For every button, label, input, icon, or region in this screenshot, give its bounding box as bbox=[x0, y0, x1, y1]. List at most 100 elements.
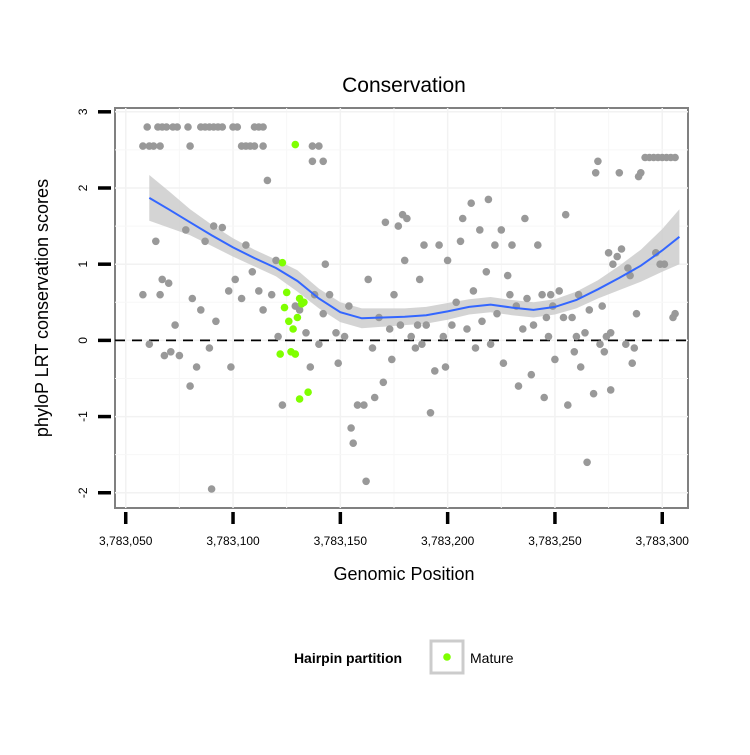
data-point bbox=[152, 237, 160, 246]
x-tick-label: 3,783,150 bbox=[314, 534, 368, 548]
data-point bbox=[334, 359, 343, 368]
data-point bbox=[325, 290, 334, 299]
y-tick-label: 1 bbox=[76, 261, 90, 268]
data-point bbox=[630, 344, 639, 352]
data-point bbox=[572, 332, 581, 341]
data-point bbox=[624, 264, 632, 272]
y-tick-label: 0 bbox=[76, 337, 90, 344]
data-point bbox=[332, 329, 340, 337]
data-point bbox=[403, 214, 411, 223]
data-point bbox=[250, 142, 259, 150]
data-point bbox=[426, 409, 435, 417]
data-point bbox=[422, 321, 431, 329]
data-point bbox=[184, 123, 192, 131]
data-point bbox=[242, 241, 250, 249]
data-point bbox=[186, 382, 194, 390]
data-point bbox=[503, 271, 512, 280]
data-point bbox=[381, 218, 390, 227]
mature-point bbox=[291, 350, 300, 358]
data-point bbox=[493, 309, 501, 318]
data-point bbox=[497, 226, 506, 234]
data-point bbox=[201, 237, 209, 246]
data-point bbox=[540, 393, 548, 402]
data-point bbox=[259, 123, 267, 131]
mature-point bbox=[280, 303, 289, 312]
data-point bbox=[209, 222, 218, 230]
data-point bbox=[506, 290, 514, 299]
data-point bbox=[149, 142, 158, 150]
data-point bbox=[508, 241, 516, 249]
data-point bbox=[308, 157, 317, 166]
data-point bbox=[295, 306, 304, 314]
y-axis-label: phyloP LRT conservation scores bbox=[32, 179, 52, 437]
mature-point bbox=[276, 350, 285, 358]
data-point bbox=[362, 477, 370, 486]
data-point bbox=[671, 309, 679, 318]
data-point bbox=[602, 332, 611, 341]
data-point bbox=[544, 332, 553, 341]
data-point bbox=[632, 309, 641, 318]
data-point bbox=[637, 169, 645, 177]
data-point bbox=[615, 169, 624, 177]
data-point bbox=[415, 275, 424, 284]
data-point bbox=[519, 325, 527, 333]
data-point bbox=[385, 325, 394, 333]
mature-point bbox=[282, 288, 291, 297]
mature-point bbox=[295, 395, 304, 403]
x-tick-label: 3,783,200 bbox=[421, 534, 475, 548]
data-point bbox=[186, 142, 194, 150]
data-point bbox=[308, 142, 317, 150]
data-point bbox=[617, 245, 626, 253]
data-point bbox=[420, 241, 428, 249]
loess-curve bbox=[148, 197, 681, 320]
data-point bbox=[628, 359, 636, 368]
data-point bbox=[478, 317, 486, 326]
data-point bbox=[538, 290, 546, 299]
data-point bbox=[218, 223, 227, 232]
data-point bbox=[158, 275, 166, 284]
data-point bbox=[570, 348, 579, 356]
data-point bbox=[160, 351, 169, 360]
data-point bbox=[527, 370, 536, 379]
data-point bbox=[156, 142, 164, 150]
data-point bbox=[167, 348, 175, 356]
data-point bbox=[388, 355, 396, 364]
data-point bbox=[231, 275, 239, 284]
data-point bbox=[452, 298, 461, 307]
data-point bbox=[574, 290, 583, 299]
smooth-line bbox=[148, 197, 681, 320]
axes: 3,783,050 3,783,100 3,783,150 3,783,200 3,78… bbox=[76, 108, 689, 548]
data-point bbox=[484, 195, 493, 204]
confidence-band bbox=[149, 175, 680, 329]
data-point bbox=[248, 268, 257, 276]
mature-point bbox=[285, 317, 293, 326]
x-tick-label: 3,783,100 bbox=[206, 534, 260, 548]
data-point bbox=[476, 226, 484, 234]
data-point bbox=[353, 401, 362, 409]
data-point bbox=[604, 249, 613, 257]
data-point bbox=[458, 214, 467, 223]
data-point bbox=[164, 279, 173, 288]
data-point bbox=[443, 256, 452, 265]
data-point bbox=[589, 389, 598, 398]
data-point bbox=[267, 290, 276, 299]
data-point bbox=[188, 294, 197, 303]
data-point bbox=[671, 153, 679, 162]
data-point bbox=[435, 241, 443, 249]
data-point bbox=[368, 344, 377, 352]
data-point bbox=[207, 485, 216, 493]
data-point bbox=[263, 176, 272, 185]
data-point bbox=[596, 340, 604, 349]
mature-point bbox=[293, 313, 302, 322]
x-axis-label: Genomic Position bbox=[333, 564, 474, 584]
data-point bbox=[396, 321, 405, 329]
data-point bbox=[218, 123, 227, 131]
data-point bbox=[534, 241, 542, 249]
data-point bbox=[600, 348, 609, 356]
mature-point bbox=[278, 258, 287, 267]
data-point bbox=[486, 340, 495, 349]
data-point bbox=[591, 169, 600, 177]
data-points bbox=[139, 123, 679, 493]
data-point bbox=[139, 290, 147, 299]
